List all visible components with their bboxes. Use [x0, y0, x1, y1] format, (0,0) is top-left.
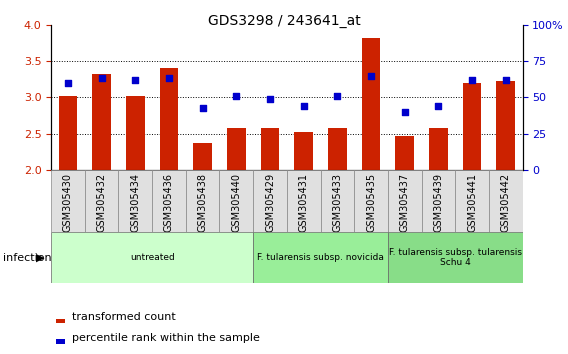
Bar: [56, 319, 65, 323]
Point: [131, 77, 140, 83]
Bar: [496, 81, 515, 170]
Bar: [59, 96, 77, 170]
Bar: [287, 170, 320, 232]
Text: ▶: ▶: [36, 252, 44, 263]
Bar: [119, 170, 152, 232]
Bar: [489, 170, 523, 232]
Bar: [227, 128, 245, 170]
Text: transformed count: transformed count: [72, 312, 176, 322]
Point: [467, 77, 477, 83]
Text: percentile rank within the sample: percentile rank within the sample: [72, 333, 260, 343]
Text: GSM305439: GSM305439: [433, 173, 444, 232]
Text: GSM305429: GSM305429: [265, 173, 275, 232]
Text: GSM305442: GSM305442: [501, 173, 511, 232]
Point: [400, 109, 409, 115]
Bar: [193, 143, 212, 170]
Bar: [294, 132, 313, 170]
Bar: [186, 170, 219, 232]
Bar: [429, 128, 448, 170]
Bar: [421, 170, 455, 232]
Text: F. tularensis subsp. novicida: F. tularensis subsp. novicida: [257, 253, 384, 262]
Bar: [85, 170, 119, 232]
Text: infection: infection: [3, 252, 52, 263]
Text: GSM305433: GSM305433: [332, 173, 343, 232]
Text: GSM305434: GSM305434: [130, 173, 140, 232]
Bar: [253, 170, 287, 232]
Point: [434, 103, 443, 109]
Bar: [51, 170, 85, 232]
Text: GSM305441: GSM305441: [467, 173, 477, 232]
Bar: [160, 68, 178, 170]
Text: GSM305431: GSM305431: [299, 173, 308, 232]
Bar: [219, 170, 253, 232]
Text: GSM305435: GSM305435: [366, 173, 376, 232]
Text: GSM305437: GSM305437: [400, 173, 410, 232]
Bar: [51, 232, 253, 283]
Bar: [362, 38, 381, 170]
Bar: [395, 136, 414, 170]
Bar: [320, 170, 354, 232]
Point: [299, 103, 308, 109]
Bar: [253, 232, 388, 283]
Point: [366, 73, 375, 79]
Text: GSM305440: GSM305440: [231, 173, 241, 232]
Bar: [328, 128, 346, 170]
Text: GDS3298 / 243641_at: GDS3298 / 243641_at: [208, 14, 360, 28]
Text: GSM305430: GSM305430: [63, 173, 73, 232]
Bar: [388, 170, 421, 232]
Bar: [354, 170, 388, 232]
Point: [165, 76, 174, 81]
Point: [333, 93, 342, 99]
Point: [501, 77, 510, 83]
Point: [97, 76, 106, 81]
Text: untreated: untreated: [130, 253, 174, 262]
Point: [265, 96, 274, 102]
Bar: [152, 170, 186, 232]
Bar: [455, 170, 489, 232]
Bar: [388, 232, 523, 283]
Bar: [126, 96, 145, 170]
Text: F. tularensis subsp. tularensis
Schu 4: F. tularensis subsp. tularensis Schu 4: [389, 248, 522, 267]
Point: [64, 80, 73, 86]
Point: [198, 105, 207, 110]
Text: GSM305438: GSM305438: [198, 173, 208, 232]
Bar: [463, 83, 481, 170]
Bar: [261, 128, 279, 170]
Point: [232, 93, 241, 99]
Bar: [93, 74, 111, 170]
Bar: [56, 339, 65, 343]
Text: GSM305432: GSM305432: [97, 173, 107, 232]
Text: GSM305436: GSM305436: [164, 173, 174, 232]
